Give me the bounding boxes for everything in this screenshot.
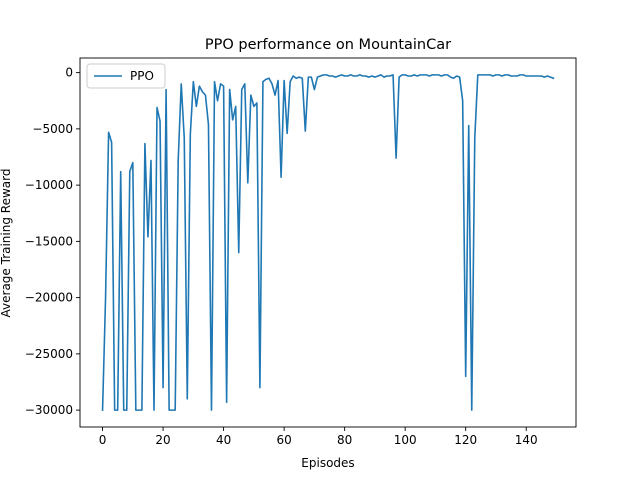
x-tick-label: 40: [216, 433, 231, 447]
series-line-ppo: [101, 74, 555, 411]
x-tick-label: 60: [276, 433, 291, 447]
y-tick-label: −20000: [25, 291, 73, 305]
x-tick-label: 140: [515, 433, 538, 447]
legend-box: [86, 63, 166, 89]
x-tick-label: 80: [337, 433, 352, 447]
x-tick-label: 0: [99, 433, 107, 447]
x-tick-label: 20: [155, 433, 170, 447]
y-axis-label: Average Training Reward: [0, 169, 13, 318]
legend: PPO: [86, 63, 166, 89]
y-tick-label: 0: [65, 66, 73, 80]
x-axis-label: Episodes: [301, 456, 354, 470]
y-tick-label: −10000: [25, 178, 73, 192]
y-tick-label: −30000: [25, 403, 73, 417]
x-tick-label: 100: [394, 433, 417, 447]
x-tick-label: 120: [454, 433, 477, 447]
chart-title: PPO performance on MountainCar: [205, 37, 451, 53]
y-tick-label: −25000: [25, 347, 73, 361]
y-tick-label: −5000: [32, 122, 73, 136]
y-tick-label: −15000: [25, 234, 73, 248]
legend-label: PPO: [130, 69, 154, 83]
plot-frame: [79, 57, 577, 428]
